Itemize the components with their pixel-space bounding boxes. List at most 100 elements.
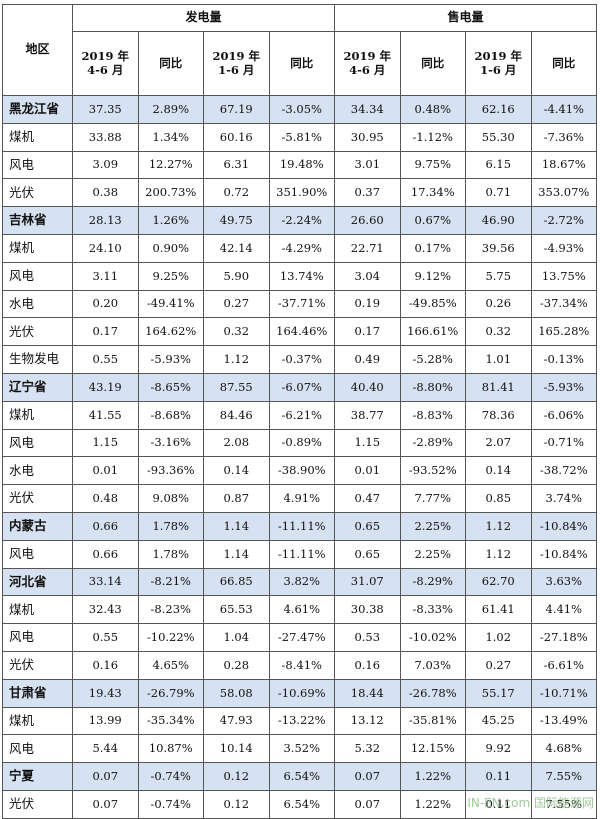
table-cell: -3.05% <box>268 95 336 124</box>
table-row: 风电 1.15 -3.16% 2.08 -0.89% 1.15 -2.89% 2.07 -0.7… <box>2 428 598 458</box>
sales-header: 售电量 <box>334 4 598 32</box>
row-label: 水电 <box>2 456 73 486</box>
table-cell: 5.44 <box>72 734 139 764</box>
table-cell: 0.55 <box>72 623 139 652</box>
table-cell: 1.78% <box>137 511 204 541</box>
row-label: 生物发电 <box>2 345 73 374</box>
table-cell: 9.75% <box>399 150 467 180</box>
table-cell: 0.37 <box>334 178 401 208</box>
table-cell: 43.19 <box>72 372 139 402</box>
table-cell: -8.29% <box>399 567 467 597</box>
table-cell: -8.33% <box>399 595 467 625</box>
table-row: 煤机 41.55 -8.68% 84.46 -6.21% 38.77 -8.83% 78.36… <box>2 400 598 430</box>
table-cell: 0.28 <box>203 650 270 680</box>
table-cell: 3.74% <box>530 484 598 513</box>
table-cell: 3.01 <box>334 150 401 180</box>
table-cell: -26.78% <box>399 678 467 708</box>
table-cell: 84.46 <box>203 400 270 430</box>
table-cell: 1.02 <box>465 623 532 652</box>
table-cell: -10.84% <box>530 539 598 569</box>
table-cell: 1.22% <box>399 762 467 791</box>
table-cell: 61.41 <box>465 595 532 625</box>
table-cell: -8.41% <box>268 650 336 680</box>
table-cell: -11.11% <box>268 511 336 541</box>
table-cell: -27.47% <box>268 623 336 652</box>
row-label: 宁夏 <box>2 762 73 791</box>
table-row: 风电 5.44 10.87% 10.14 3.52% 5.32 12.15% 9.92 4.68… <box>2 734 598 764</box>
table-cell: 165.28% <box>530 317 598 347</box>
table-cell: 45.25 <box>465 706 532 736</box>
table-cell: -11.11% <box>268 539 336 569</box>
table-cell: 38.77 <box>334 400 401 430</box>
table-cell: 55.30 <box>465 122 532 152</box>
table-cell: -8.68% <box>137 400 204 430</box>
table-cell: 0.72 <box>203 178 270 208</box>
table-cell: 34.34 <box>334 95 401 124</box>
table-cell: 4.68% <box>530 734 598 764</box>
table-cell: 0.14 <box>465 456 532 486</box>
table-row: 风电 0.55 -10.22% 1.04 -27.47% 0.53 -10.02% 1.02-… <box>2 623 598 652</box>
table-cell: 4.65% <box>137 650 204 680</box>
row-label: 黑龙江省 <box>2 95 73 124</box>
table-cell: 7.77% <box>399 484 467 513</box>
table-cell: 0.49 <box>334 345 401 374</box>
table-cell: 78.36 <box>465 400 532 430</box>
province-row: 宁夏 0.07 -0.74% 0.12 6.54% 0.07 1.22% 0.11 7.55% <box>2 762 598 791</box>
table-cell: 166.61% <box>399 317 467 347</box>
table-row: 光伏 0.17 164.62% 0.32 164.46% 0.17 166.61% 0.32 1… <box>2 317 598 347</box>
table-cell: 13.99 <box>72 706 139 736</box>
table-cell: 0.07 <box>334 762 401 791</box>
table-cell: 7.03% <box>399 650 467 680</box>
table-cell: 0.16 <box>72 650 139 680</box>
row-label: 煤机 <box>2 706 73 736</box>
table-cell: -38.72% <box>530 456 598 486</box>
table-cell: 0.07 <box>72 762 139 791</box>
table-cell: 13.12 <box>334 706 401 736</box>
table-row: 水电 0.20 -49.41% 0.27 -37.71% 0.19 -49.85% 0.26-… <box>2 289 598 319</box>
table-cell: -13.22% <box>268 706 336 736</box>
table-cell: -37.71% <box>268 289 336 319</box>
table-cell: 200.73% <box>137 178 204 208</box>
table-cell: 66.85 <box>203 567 270 597</box>
table-cell: -10.22% <box>137 623 204 652</box>
table-cell: -35.81% <box>399 706 467 736</box>
table-cell: -4.29% <box>268 233 336 263</box>
table-cell: -2.24% <box>268 206 336 235</box>
table-cell: 0.53 <box>334 623 401 652</box>
row-label: 风电 <box>2 261 73 291</box>
table-cell: 4.61% <box>268 595 336 625</box>
province-row: 辽宁省 43.19 -8.65% 87.55 -6.07% 40.40 -8.80% 81.4… <box>2 372 598 402</box>
power-data-table: 地区 发电量 售电量 2019 年 4-6 月同比 2019 年 1-6 月同比 2… <box>2 4 598 819</box>
table-cell: 351.90% <box>268 178 336 208</box>
table-row: 生物发电 0.55 -5.93% 1.12 -0.37% 0.49 -5.28% 1.01 -0… <box>2 345 598 374</box>
table-cell: -10.69% <box>268 678 336 708</box>
table-cell: -5.81% <box>268 122 336 152</box>
table-cell: -6.21% <box>268 400 336 430</box>
row-label: 光伏 <box>2 178 73 208</box>
province-row: 内蒙古 0.66 1.78% 1.14 -11.11% 0.65 2.25% 1.12 -10.… <box>2 511 598 541</box>
table-cell: 3.52% <box>268 734 336 764</box>
table-cell: 3.63% <box>530 567 598 597</box>
table-row: 风电 3.09 12.27% 6.31 19.48% 3.01 9.75% 6.15 18.67… <box>2 150 598 180</box>
table-cell: 2.07 <box>465 428 532 458</box>
table-cell: 65.53 <box>203 595 270 625</box>
table-cell: -8.65% <box>137 372 204 402</box>
table-cell: -1.12% <box>399 122 467 152</box>
table-cell: 10.14 <box>203 734 270 764</box>
row-label: 吉林省 <box>2 206 73 235</box>
table-cell: -10.84% <box>530 511 598 541</box>
table-row: 水电 0.01 -93.36% 0.14 -38.90% 0.01 -93.52% 0.14-… <box>2 456 598 486</box>
table-cell: 164.46% <box>268 317 336 347</box>
column-header: 同比 <box>399 31 467 96</box>
table-cell: 9.92 <box>465 734 532 764</box>
table-cell: 5.90 <box>203 261 270 291</box>
table-cell: 0.85 <box>465 484 532 513</box>
table-cell: 1.01 <box>465 345 532 374</box>
table-cell: 32.43 <box>72 595 139 625</box>
row-label: 河北省 <box>2 567 73 597</box>
table-cell: 13.75% <box>530 261 598 291</box>
table-cell: 0.17 <box>334 317 401 347</box>
table-cell: 0.01 <box>334 456 401 486</box>
table-cell: 5.32 <box>334 734 401 764</box>
table-cell: 0.17 <box>72 317 139 347</box>
